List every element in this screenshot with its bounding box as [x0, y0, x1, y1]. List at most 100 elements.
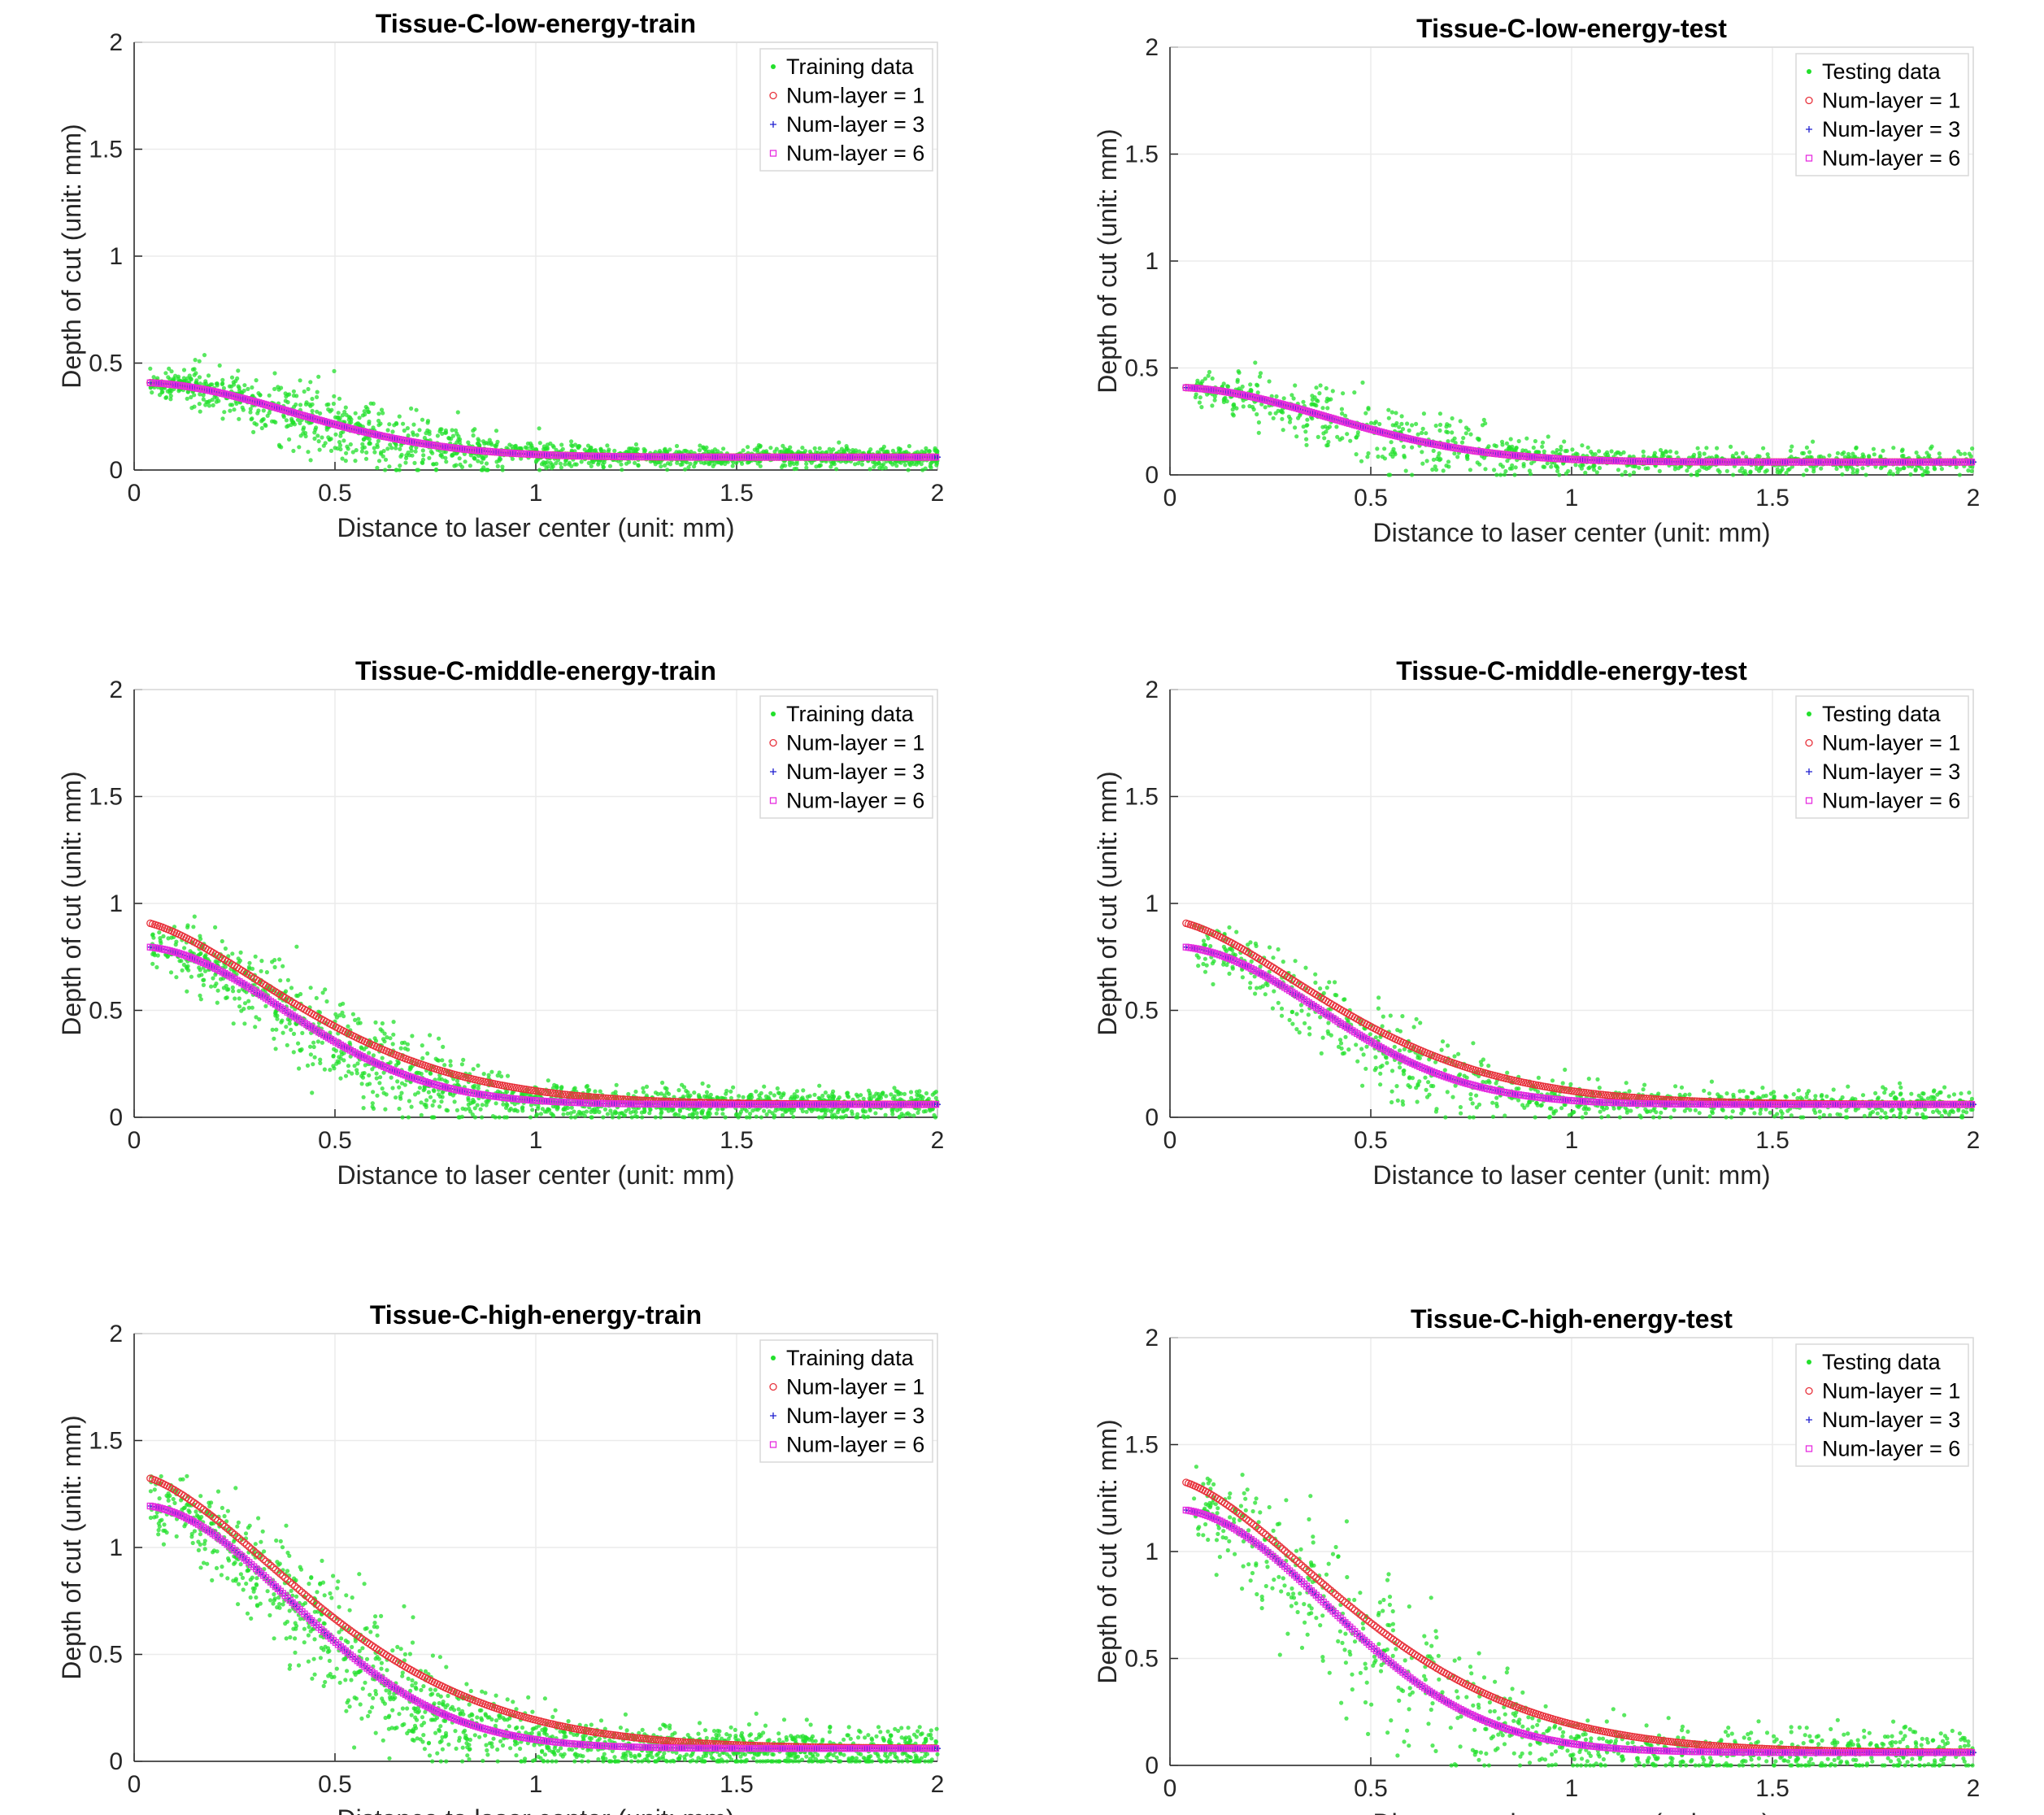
data-point — [1685, 468, 1690, 473]
data-point — [413, 449, 418, 454]
data-point — [537, 441, 542, 446]
data-point — [1405, 421, 1410, 426]
data-point — [394, 468, 399, 472]
data-point — [1715, 446, 1720, 450]
data-point — [902, 1091, 907, 1096]
data-point — [1761, 446, 1766, 450]
data-point — [1420, 426, 1425, 432]
data-point — [723, 461, 728, 467]
data-point — [1872, 452, 1877, 457]
data-point — [1240, 384, 1245, 390]
data-point — [1502, 472, 1507, 477]
data-point — [321, 443, 326, 448]
data-point — [458, 462, 463, 468]
data-point — [206, 373, 211, 378]
data-point — [781, 443, 785, 448]
data-point — [468, 464, 473, 468]
data-point — [741, 448, 746, 453]
y-tick-label: 1.5 — [1124, 141, 1159, 168]
x-tick-label: 1.5 — [720, 1127, 754, 1154]
data-point — [420, 1055, 425, 1060]
data-point — [346, 1064, 351, 1069]
data-point — [345, 444, 350, 449]
data-point — [298, 991, 303, 997]
data-point — [315, 394, 320, 399]
data-point — [1939, 467, 1944, 472]
data-point — [307, 420, 311, 425]
data-point — [317, 447, 322, 452]
legend-entry-label: Num-layer = 6 — [786, 141, 924, 166]
data-point — [420, 457, 426, 462]
data-point — [220, 377, 225, 382]
data-point — [480, 1103, 485, 1108]
data-point — [698, 443, 702, 448]
data-point — [1280, 416, 1285, 421]
data-point — [217, 363, 222, 368]
data-point — [530, 1108, 535, 1112]
data-point — [361, 437, 367, 442]
data-point — [1891, 446, 1896, 450]
data-point — [292, 404, 297, 409]
data-point — [876, 461, 881, 466]
data-point — [828, 450, 833, 455]
data-point — [336, 411, 341, 416]
data-point — [385, 428, 390, 433]
data-point — [1597, 449, 1602, 454]
data-point — [310, 408, 315, 413]
data-point — [932, 1112, 937, 1118]
data-point — [281, 1030, 285, 1035]
data-point — [633, 460, 637, 465]
data-point — [443, 428, 449, 433]
data-point — [308, 1052, 313, 1057]
legend-entry-label: Num-layer = 1 — [786, 84, 924, 108]
data-point — [499, 1074, 504, 1079]
data-point — [456, 434, 461, 439]
data-point — [254, 422, 259, 427]
data-point — [1811, 439, 1816, 444]
data-point — [402, 1046, 407, 1051]
data-point — [567, 460, 572, 465]
data-point — [1834, 466, 1839, 472]
data-point — [1549, 464, 1554, 469]
data-point — [754, 1114, 759, 1119]
data-point — [714, 1111, 719, 1116]
data-point — [740, 461, 745, 466]
data-point — [279, 385, 284, 390]
data-point — [484, 461, 489, 466]
data-point — [1575, 452, 1580, 457]
data-point — [505, 1073, 511, 1078]
data-point — [476, 1063, 481, 1068]
data-point — [211, 976, 215, 981]
data-point — [1573, 463, 1578, 468]
data-point — [353, 459, 358, 464]
data-point — [933, 446, 937, 450]
data-point — [1437, 428, 1442, 433]
data-point — [904, 450, 909, 455]
data-point — [1520, 448, 1525, 453]
data-point — [312, 436, 317, 442]
data-point — [494, 444, 498, 449]
x-tick-label: 2 — [931, 480, 945, 507]
data-point — [189, 394, 194, 400]
data-point — [692, 464, 697, 469]
legend-dot-marker — [771, 64, 776, 69]
data-point — [668, 447, 672, 452]
data-point — [1483, 467, 1488, 472]
data-point — [1913, 468, 1918, 473]
data-point — [1674, 450, 1679, 455]
data-point — [400, 1115, 405, 1120]
data-point — [1871, 446, 1876, 451]
data-point — [881, 444, 886, 450]
data-point — [550, 443, 555, 448]
data-point — [908, 463, 913, 468]
data-point — [367, 1082, 372, 1086]
data-point — [1524, 436, 1529, 441]
data-point — [685, 459, 689, 465]
data-point — [398, 464, 402, 468]
data-point — [409, 406, 414, 411]
data-point — [463, 459, 468, 464]
data-point — [1248, 382, 1253, 387]
data-point — [675, 460, 680, 465]
data-point — [256, 408, 261, 413]
data-point — [1498, 472, 1503, 477]
